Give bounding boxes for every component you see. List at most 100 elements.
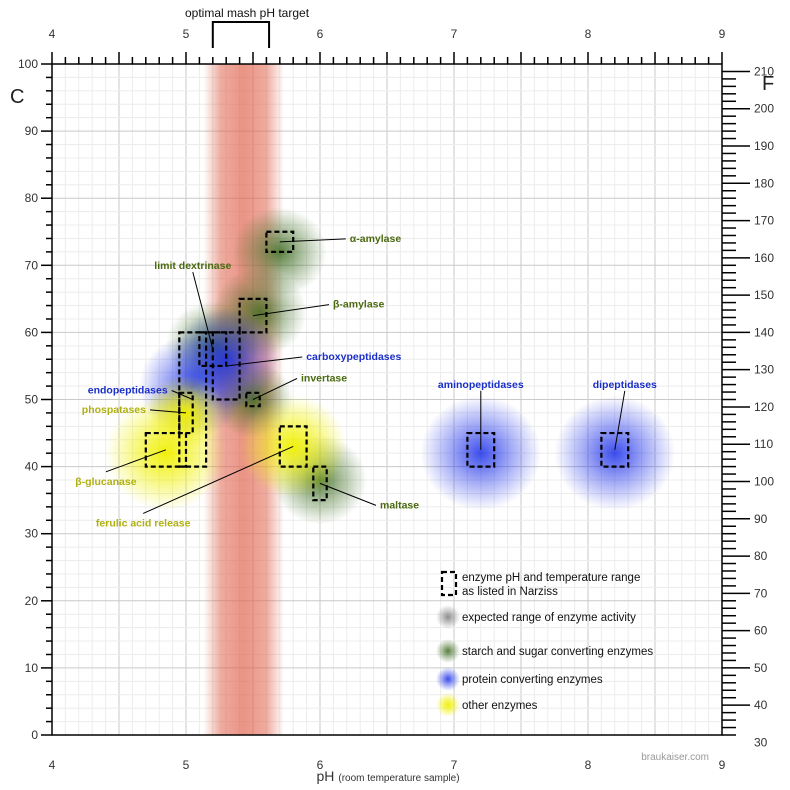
leader-line xyxy=(192,272,214,350)
y-tick-label-fahrenheit: 50 xyxy=(754,661,768,675)
legend-swatch-starch xyxy=(436,639,460,663)
y-tick-label-fahrenheit: 40 xyxy=(754,698,768,712)
legend-swatch-gray xyxy=(436,605,460,629)
range-box xyxy=(238,297,268,334)
leader-line xyxy=(252,378,298,400)
legend-range-line1: enzyme pH and temperature range xyxy=(462,572,640,584)
y-tick-label-fahrenheit: 110 xyxy=(754,437,773,451)
y-tick-label-fahrenheit: 70 xyxy=(754,586,768,600)
enzyme-label-amylase: β-amylase xyxy=(333,299,385,311)
y-tick-label-fahrenheit: 210 xyxy=(754,64,774,78)
y-tick-label-celsius: 10 xyxy=(25,661,39,675)
enzyme-label-endopeptidases: endopeptidases xyxy=(88,385,168,397)
y-tick-label-fahrenheit: 80 xyxy=(754,549,768,563)
x-tick-label-top: 4 xyxy=(49,27,56,41)
range-box xyxy=(144,431,188,468)
enzyme-label-invertase: invertase xyxy=(301,373,347,385)
optimal-ph-bracket xyxy=(211,21,271,48)
range-box xyxy=(466,431,496,468)
legend-range-box-icon xyxy=(440,570,458,597)
enzyme-label-glucanase: β-glucanase xyxy=(75,476,136,488)
y-tick-label-celsius: 30 xyxy=(25,527,39,541)
x-tick-label-bottom: 6 xyxy=(317,758,324,772)
y-tick-label-celsius: 40 xyxy=(25,460,39,474)
legend-range-line2: as listed in Narziss xyxy=(462,586,558,598)
x-axis-label-note: (room temperature sample) xyxy=(338,773,459,784)
activity-region xyxy=(239,395,347,498)
leader-line xyxy=(279,238,346,243)
enzyme-label-amylase: α-amylase xyxy=(350,233,402,245)
x-tick-label-bottom: 9 xyxy=(719,758,726,772)
y-tick-label-fahrenheit: 170 xyxy=(754,214,774,228)
range-boxes xyxy=(144,230,630,502)
x-tick-label-top: 7 xyxy=(451,27,458,41)
x-tick-label-top: 8 xyxy=(585,27,592,41)
y-tick-label-celsius: 50 xyxy=(25,393,39,407)
enzyme-labels: α-amylase β-amylase limit dextrinase invert… xyxy=(75,233,657,530)
y-tick-label-fahrenheit: 90 xyxy=(754,512,768,526)
legend-label-other: other enzymes xyxy=(462,700,538,712)
x-axis-label: pH (room temperature sample) xyxy=(316,768,459,784)
axes: 4455667788990102030405060708090100304050… xyxy=(18,21,774,772)
y-tick-label-fahrenheit: 100 xyxy=(754,475,774,489)
enzyme-label-ferulic-acid-release: ferulic acid release xyxy=(96,517,191,529)
leader-line xyxy=(252,304,330,317)
x-tick-label-bottom: 4 xyxy=(49,758,56,772)
enzyme-label-maltase: maltase xyxy=(380,499,419,511)
leader-line xyxy=(105,449,167,473)
y-tick-label-celsius: 70 xyxy=(25,258,39,272)
y-tick-label-celsius: 100 xyxy=(18,57,38,71)
y-tick-label-fahrenheit: 200 xyxy=(754,102,774,116)
enzyme-label-aminopeptidases: aminopeptidases xyxy=(438,379,524,391)
y-tick-label-celsius: 20 xyxy=(25,594,39,608)
activity-region xyxy=(420,395,542,511)
legend-label-protein: protein converting enzymes xyxy=(462,674,603,686)
x-tick-label-top: 5 xyxy=(183,27,190,41)
y-axis-label-celsius: C xyxy=(10,86,24,108)
range-box xyxy=(245,391,261,408)
legend-label-starch: starch and sugar converting enzymes xyxy=(462,646,653,658)
leader-line xyxy=(171,390,193,400)
y-tick-label-fahrenheit: 140 xyxy=(754,325,774,339)
activity-regions xyxy=(105,207,676,525)
activity-region xyxy=(105,395,227,511)
y-tick-label-fahrenheit: 120 xyxy=(754,400,774,414)
leader-line xyxy=(149,409,187,414)
y-tick-label-fahrenheit: 150 xyxy=(754,288,774,302)
range-box xyxy=(211,331,241,401)
x-tick-label-top: 9 xyxy=(719,27,726,41)
x-tick-label-bottom: 8 xyxy=(585,758,592,772)
y-tick-label-fahrenheit: 180 xyxy=(754,176,774,190)
legend: enzyme pH and temperature range as listed… xyxy=(436,570,653,717)
x-tick-label-bottom: 5 xyxy=(183,758,190,772)
x-axis-label-main: pH xyxy=(316,768,334,784)
enzyme-label-dipeptidases: dipeptidases xyxy=(593,379,657,391)
y-tick-label-celsius: 80 xyxy=(25,191,39,205)
enzyme-label-carboxypeptidases: carboxypeptidases xyxy=(306,351,401,363)
legend-swatch-other xyxy=(436,693,460,717)
legend-swatch-protein xyxy=(436,667,460,691)
y-tick-label-fahrenheit: 160 xyxy=(754,251,774,265)
range-box xyxy=(265,230,295,253)
activity-region xyxy=(554,395,676,511)
y-tick-label-celsius: 0 xyxy=(31,728,38,742)
leader-line xyxy=(319,482,377,506)
y-tick-label-fahrenheit: 30 xyxy=(754,735,768,749)
x-tick-label-top: 6 xyxy=(317,27,324,41)
y-axis-label-fahrenheit: F xyxy=(762,73,774,95)
leader-lines xyxy=(105,238,626,514)
enzyme-label-limit-dextrinase: limit dextrinase xyxy=(154,260,231,272)
leader-line xyxy=(142,446,294,514)
y-tick-label-fahrenheit: 130 xyxy=(754,363,774,377)
range-box xyxy=(600,431,630,468)
credit-text: braukaiser.com xyxy=(641,752,709,763)
leader-line xyxy=(226,356,303,367)
y-tick-label-fahrenheit: 60 xyxy=(754,624,768,638)
range-box xyxy=(278,425,308,468)
leader-line xyxy=(614,390,626,450)
chart-title: optimal mash pH target xyxy=(185,6,310,20)
y-tick-label-celsius: 60 xyxy=(25,325,39,339)
y-tick-label-celsius: 90 xyxy=(25,124,39,138)
y-tick-label-fahrenheit: 190 xyxy=(754,139,774,153)
